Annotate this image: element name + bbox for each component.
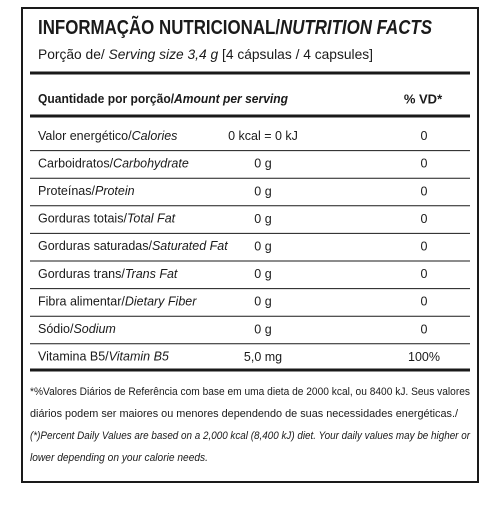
label-pt: Proteínas/ — [38, 184, 96, 198]
label-pt: Vitamina B5/ — [38, 350, 109, 364]
label-en: Carbohydrate — [113, 157, 189, 171]
label-pt: Gorduras totais/ — [38, 212, 127, 226]
amount-pt: Quantidade por porção/ — [38, 91, 174, 106]
amount: 0 g — [254, 267, 271, 281]
footnote: *%Valores Diários de Referência com base… — [30, 386, 471, 464]
nutrient-label: Fibra alimentar/Dietary Fiber — [38, 295, 197, 309]
label-en: Vitamin B5 — [109, 350, 169, 364]
daily-value: 100% — [408, 350, 440, 364]
nutrient-label: Gorduras trans/Trans Fat — [38, 267, 178, 281]
dv-header: % VD* — [404, 91, 443, 106]
daily-value: 0 — [421, 212, 428, 226]
serving: Porção de/ Serving size 3,4 g [4 cápsula… — [38, 46, 373, 62]
label-pt: Valor energético/ — [38, 129, 132, 143]
serving-pt: Porção de/ — [38, 46, 109, 62]
amount: 0 g — [254, 157, 271, 171]
label-pt: Gorduras saturadas/ — [38, 239, 152, 253]
amount: 0 kcal = 0 kJ — [228, 129, 298, 143]
title-pt: INFORMAÇÃO NUTRICIONAL/ — [38, 16, 280, 39]
daily-value: 0 — [421, 184, 428, 198]
label-pt: Carboidratos/ — [38, 157, 114, 171]
footnote-line: (*)Percent Daily Values are based on a 2… — [30, 430, 471, 442]
daily-value: 0 — [421, 295, 428, 309]
nutrient-label: Valor energético/Calories — [38, 129, 177, 143]
amount-en: Amount per serving — [173, 91, 288, 106]
amount: 5,0 mg — [244, 350, 282, 364]
label-en: Protein — [95, 184, 135, 198]
label-pt: Gorduras trans/ — [38, 267, 125, 281]
nutrient-label: Sódio/Sodium — [38, 322, 116, 336]
title-en: NUTRITION FACTS — [280, 17, 433, 39]
amount-header: Quantidade por porção/Amount per serving — [38, 91, 288, 106]
nutrient-label: Proteínas/Protein — [38, 184, 135, 198]
nutrient-label: Gorduras saturadas/Saturated Fat — [38, 239, 228, 253]
label-en: Sodium — [73, 322, 115, 336]
daily-value: 0 — [421, 267, 428, 281]
amount: 0 g — [254, 212, 271, 226]
label-en: Total Fat — [127, 212, 176, 226]
label-en: Calories — [132, 129, 178, 143]
footnote-line: *%Valores Diários de Referência com base… — [30, 386, 470, 398]
nutrient-label: Gorduras totais/Total Fat — [38, 212, 176, 226]
amount: 0 g — [254, 239, 271, 253]
amount: 0 g — [254, 322, 271, 336]
amount: 0 g — [254, 295, 271, 309]
label-border — [21, 7, 479, 483]
daily-value: 0 — [421, 129, 428, 143]
daily-value: 0 — [421, 239, 428, 253]
nutrient-label: Vitamina B5/Vitamin B5 — [38, 350, 169, 364]
daily-value: 0 — [421, 322, 428, 336]
label-en: Dietary Fiber — [125, 295, 197, 309]
amount: 0 g — [254, 184, 271, 198]
daily-value: 0 — [421, 157, 428, 171]
label-en: Trans Fat — [125, 267, 178, 281]
label-pt: Fibra alimentar/ — [38, 295, 125, 309]
footnote-line: lower depending on your calorie needs. — [30, 452, 208, 464]
serving-en: Serving size 3,4 g — [109, 46, 219, 62]
footnote-line: diários podem ser maiores ou menores dep… — [30, 408, 459, 420]
title: INFORMAÇÃO NUTRICIONAL/NUTRITION FACTS — [38, 16, 433, 39]
label-pt: Sódio/ — [38, 322, 74, 336]
rows: Valor energético/Calories 0 kcal = 0 kJ 0 C… — [30, 129, 470, 364]
serving-units: [4 cápsulas / 4 capsules] — [218, 46, 373, 62]
label-en: Saturated Fat — [152, 239, 228, 253]
nutrient-label: Carboidratos/Carbohydrate — [38, 157, 189, 171]
